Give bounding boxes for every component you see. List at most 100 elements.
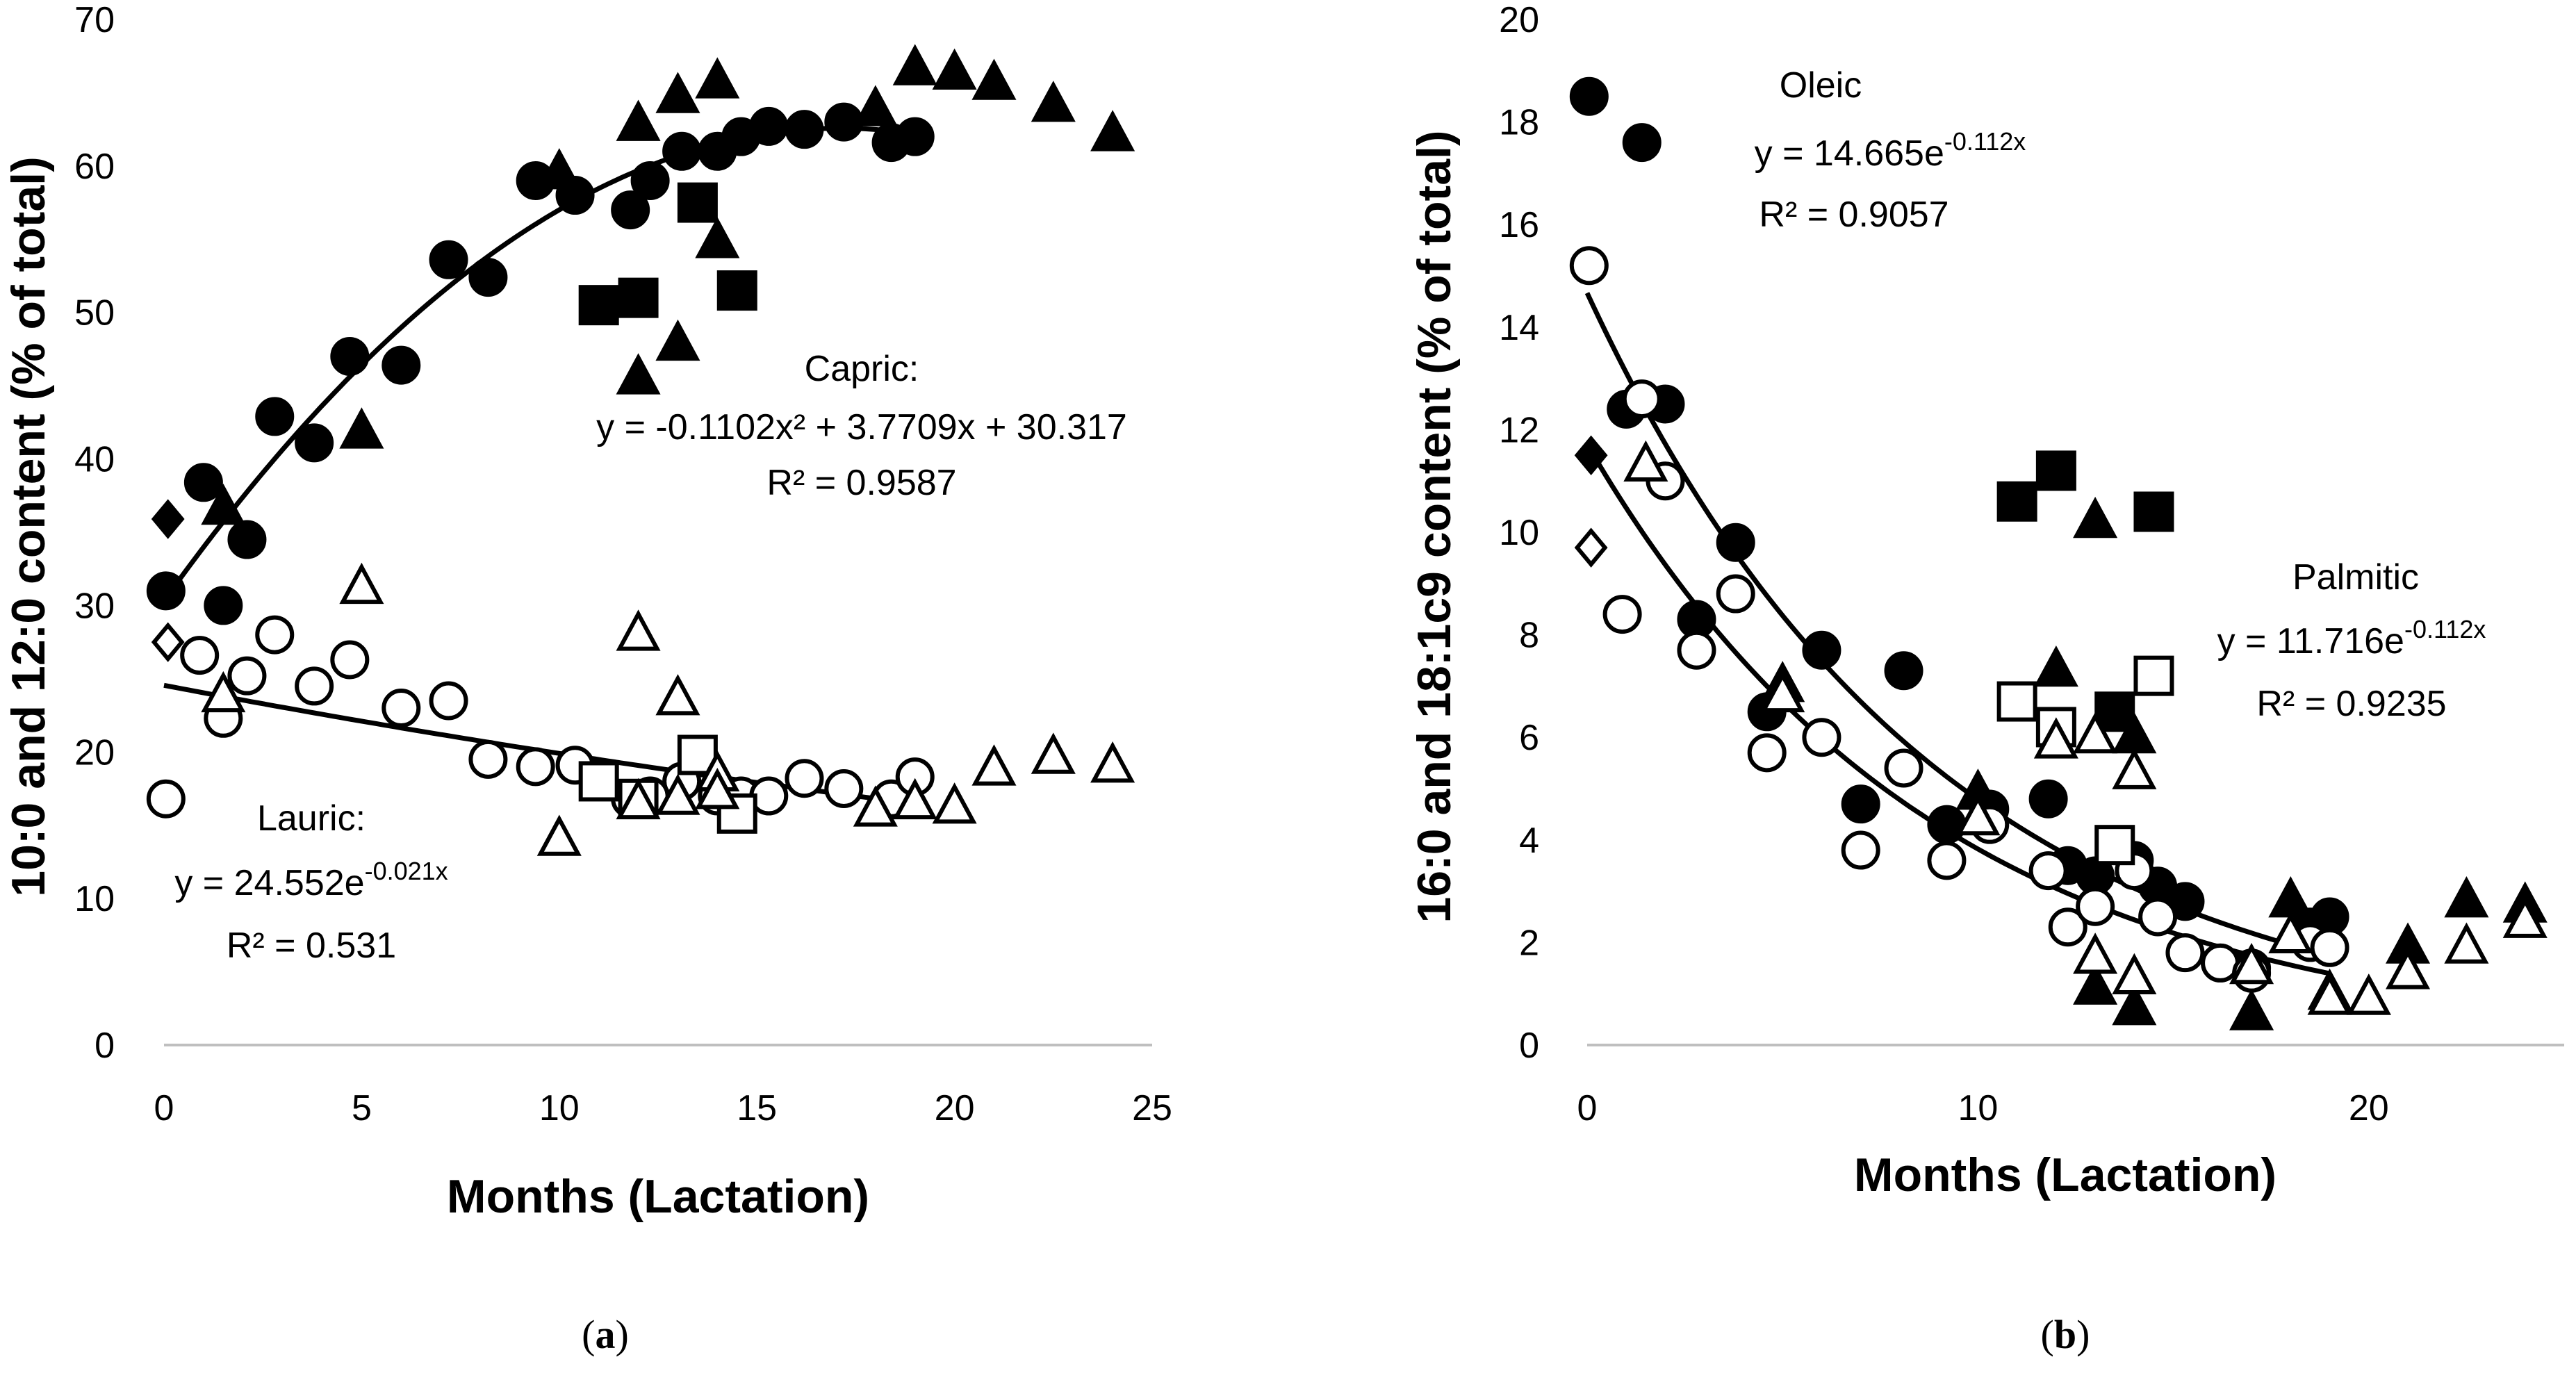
data-point-circle	[382, 345, 421, 385]
y-tick-label: 18	[1499, 103, 1539, 143]
data-point-circle	[749, 106, 789, 146]
data-point-triangle	[2307, 973, 2352, 1015]
y-tick-label: 0	[1519, 1026, 1539, 1066]
data-point-triangle	[1760, 671, 1805, 713]
data-point-circle	[785, 759, 824, 798]
data-point-square	[2094, 691, 2135, 732]
x-tick-label: 5	[352, 1088, 372, 1128]
data-point-diamond	[151, 499, 185, 539]
data-point-triangle	[695, 57, 740, 99]
y-tick-label: 50	[74, 293, 115, 334]
y-tick-label: 10	[1499, 513, 1539, 553]
data-point-triangle	[2229, 942, 2274, 985]
y-tick-label: 40	[74, 440, 115, 480]
chart-panel-b: 0 10 20 0 2 4 6 8 10 12 14 16 18 20 Months (Lactation…	[1408, 0, 2564, 1357]
lauric-label: Lauric:	[257, 798, 366, 839]
x-tick-label: 20	[935, 1088, 975, 1128]
data-point-triangle	[2073, 496, 2118, 538]
data-point-circle	[1927, 841, 1967, 880]
data-point-triangle	[2073, 932, 2118, 974]
data-point-circle	[824, 769, 864, 808]
lauric-r2: R² = 0.531	[227, 926, 396, 966]
data-point-circle	[630, 161, 670, 200]
data-point-triangle	[1090, 741, 1135, 783]
data-point-triangle	[932, 782, 977, 824]
y-tick-label: 0	[95, 1026, 115, 1066]
y-tick-label: 12	[1499, 410, 1539, 450]
data-point-triangle	[2229, 989, 2274, 1030]
y-tick-label: 14	[1499, 308, 1539, 348]
data-point-circle	[1677, 630, 1716, 670]
data-point-triangle	[1090, 110, 1135, 151]
data-point-circle	[2138, 897, 2178, 937]
y-tick-label: 8	[1519, 616, 1539, 656]
data-point-triangle	[2033, 717, 2078, 759]
data-point-square	[2133, 655, 2174, 696]
data-point-circle	[2028, 779, 2068, 819]
data-point-triangle	[1031, 81, 1076, 122]
data-point-circle	[662, 131, 702, 171]
data-point-circle	[204, 586, 243, 625]
chart-panel-a: 0 5 10 15 20 25 0 10 20 30 40 50 60 70 Months (Lactat…	[2, 0, 1172, 1357]
data-point-triangle	[2386, 948, 2431, 989]
x-tick-label: 10	[1958, 1088, 1998, 1128]
x-axis-title: Months (Lactation)	[1854, 1149, 2276, 1201]
y-tick-label: 20	[1499, 0, 1539, 40]
data-point-square	[2094, 825, 2135, 866]
caption-b: (b)	[2041, 1312, 2090, 1357]
data-point-circle	[785, 110, 824, 149]
data-point-triangle	[1955, 794, 2001, 836]
y-tick-label: 60	[74, 147, 115, 187]
caption-a-letter: a	[596, 1312, 616, 1357]
caption-a-close: )	[616, 1312, 629, 1357]
data-point-triangle	[971, 744, 1017, 786]
data-point-circle	[1716, 523, 1755, 562]
data-point-circle	[468, 258, 508, 297]
palmitic-label: Palmitic	[2292, 557, 2419, 598]
data-point-circle	[227, 520, 267, 559]
data-point-circle	[1927, 805, 1967, 844]
data-point-circle	[2076, 887, 2115, 926]
oleic-equation-main: y = 14.665e	[1755, 133, 1944, 174]
data-point-triangle	[892, 44, 937, 85]
x-tick-label: 10	[539, 1088, 580, 1128]
caption-a-open: (	[582, 1312, 595, 1357]
y-axis-title: 16:0 and 18:1c9 content (% of total)	[1408, 130, 1461, 923]
data-point-square	[578, 285, 619, 326]
data-point-circle	[1569, 76, 1609, 116]
data-point-circle	[1747, 733, 1787, 773]
data-point-triangle	[616, 609, 661, 651]
x-tick-label: 15	[737, 1088, 777, 1128]
data-point-triangle	[892, 778, 937, 820]
data-point-triangle	[853, 785, 898, 827]
data-point-triangle	[2502, 896, 2548, 938]
data-point-circle	[1841, 784, 1880, 824]
data-point-triangle	[616, 99, 661, 141]
data-point-diamond	[1574, 527, 1608, 568]
data-point-triangle	[695, 217, 740, 258]
data-point-circle	[429, 240, 468, 279]
x-axis-title: Months (Lactation)	[447, 1170, 869, 1223]
data-point-circle	[1569, 246, 1609, 286]
data-point-triangle	[2112, 748, 2157, 789]
data-point-triangle	[853, 85, 898, 126]
x-tick-label: 0	[154, 1088, 174, 1128]
data-point-circle	[429, 681, 468, 721]
caption-a: (a)	[582, 1312, 629, 1357]
palmitic-equation: y = 11.716e-0.112x	[2217, 615, 2486, 661]
data-point-circle	[1622, 379, 1662, 419]
x-tick-label: 20	[2349, 1088, 2389, 1128]
oleic-equation: y = 14.665e-0.112x	[1755, 127, 2026, 174]
palmitic-equation-exponent: -0.112x	[2404, 615, 2486, 643]
data-point-triangle	[695, 768, 740, 809]
capric-equation: y = -0.1102x² + 3.7709x + 30.317	[596, 407, 1127, 447]
data-point-square	[2035, 450, 2076, 491]
x-tick-label: 25	[1132, 1088, 1172, 1128]
data-point-circle	[180, 636, 220, 675]
data-point-circle	[255, 615, 295, 655]
trendline-palmitic	[1584, 443, 2331, 976]
data-point-circle	[516, 747, 555, 787]
data-point-triangle	[971, 58, 1017, 100]
data-point-triangle	[1031, 732, 1076, 774]
data-point-circle	[895, 117, 935, 156]
